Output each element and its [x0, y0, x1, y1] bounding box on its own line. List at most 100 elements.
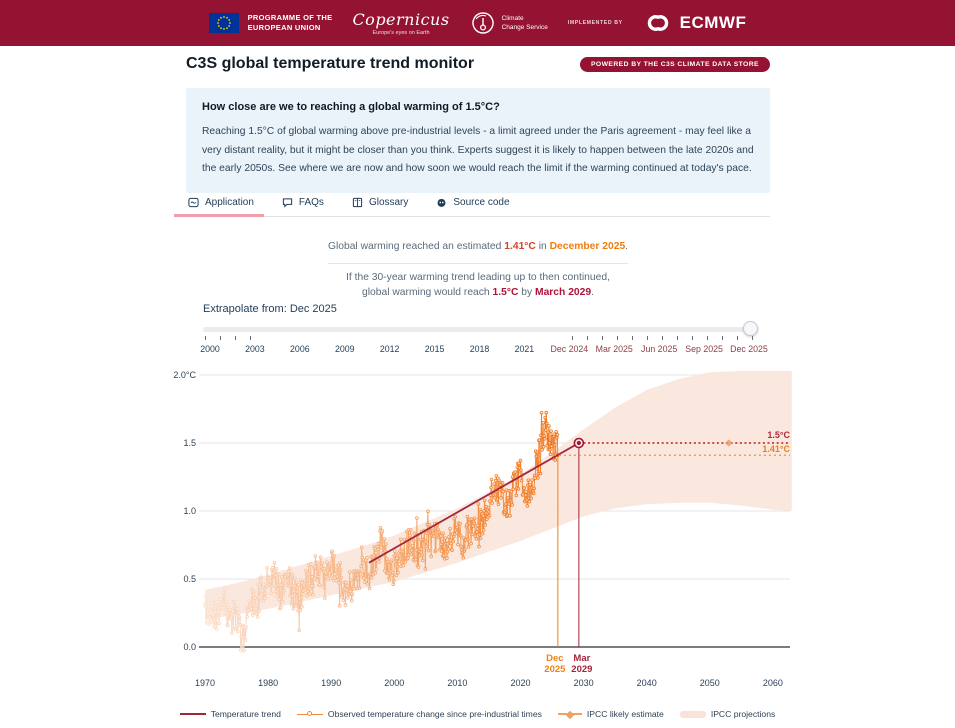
- slider-minor-tick: [752, 336, 753, 340]
- slider-minor-tick: [602, 336, 603, 340]
- slider-tick-labels: 2000 2003 2006 2009 2012 2015 2018 2021 Dec 2024…: [200, 344, 768, 356]
- legend-item: Observed temperature change since pre-in…: [296, 709, 542, 719]
- slider-label: Extrapolate from: Dec 2025: [203, 303, 337, 315]
- cds-badge[interactable]: POWERED BY THE C3S CLIMATE DATA STORE: [580, 56, 770, 72]
- slider-minor-tick: [617, 336, 618, 340]
- slider-tick-label[interactable]: 2018: [469, 344, 490, 354]
- book-icon: [352, 197, 363, 208]
- x-axis-label: 2020: [510, 678, 530, 688]
- top-banner: PROGRAMME OF THE EUROPEAN UNION Copernic…: [0, 0, 955, 46]
- vline-label: 2025: [544, 664, 566, 675]
- slider-handle[interactable]: [743, 321, 758, 336]
- chart-legend: Temperature trend Observed temperature ch…: [0, 709, 955, 719]
- threshold-date: March 2029: [535, 286, 592, 298]
- ccs-text: Climate Change Service: [501, 14, 548, 31]
- slider-tick-label[interactable]: Jun 2025: [641, 344, 678, 354]
- slider-tick-label[interactable]: 2003: [245, 344, 265, 354]
- legend-label: Temperature trend: [210, 709, 281, 719]
- legend-label: Observed temperature change since pre-in…: [327, 709, 542, 719]
- summary: Global warming reached an estimated 1.41…: [186, 240, 770, 301]
- slider-minor-tick: [692, 336, 693, 340]
- slider-minor-tick: [677, 336, 678, 340]
- slider-minor-tick: [250, 336, 251, 340]
- slider-minor-tick: [205, 336, 206, 340]
- eu-programme-text: PROGRAMME OF THE EUROPEAN UNION: [247, 12, 333, 32]
- slider-tick-label[interactable]: 2006: [290, 344, 310, 354]
- slider-tick-label[interactable]: 2000: [200, 344, 220, 354]
- github-icon: [437, 199, 446, 207]
- slider-track[interactable]: [203, 321, 758, 336]
- trend-line: [368, 442, 580, 564]
- slider-minor-tick: [662, 336, 663, 340]
- x-axis-label: 1970: [195, 678, 215, 688]
- slider-tick-label[interactable]: 2009: [334, 344, 355, 354]
- threshold-value: 1.5°C: [492, 286, 519, 298]
- slider-minor-tick: [647, 336, 648, 340]
- ecmwf-mark-icon: [647, 15, 668, 31]
- legend-item: IPCC projections: [679, 709, 776, 719]
- slider-minor-tick: [737, 336, 738, 340]
- x-axis-label: 2030: [574, 678, 594, 688]
- tab-source-code[interactable]: Source code: [436, 197, 510, 208]
- climate-change-service-logo: Climate Change Service: [470, 10, 548, 36]
- slider-minor-tick: [572, 336, 573, 340]
- summary-line-1: Global warming reached an estimated 1.41…: [327, 241, 629, 252]
- tab-application[interactable]: Application: [174, 197, 264, 217]
- x-axis-label: 2060: [763, 678, 783, 688]
- x-axis-label: 2010: [447, 678, 467, 688]
- summary-line-3: global warming would reach 1.5°C by Marc…: [362, 286, 594, 298]
- slider-minor-tick: [587, 336, 588, 340]
- chat-icon: [282, 198, 293, 208]
- x-axis-label: 2050: [700, 678, 720, 688]
- intro-heading: How close are we to reaching a global wa…: [202, 101, 500, 113]
- slider-tick-label[interactable]: 2012: [379, 344, 400, 354]
- estimate-label: 1.41°C: [762, 444, 790, 454]
- slider-tick-label[interactable]: Dec 2024: [550, 344, 589, 354]
- x-axis-label: 2000: [384, 678, 404, 688]
- slider-tick-label[interactable]: Mar 2025: [595, 344, 633, 354]
- slider-tick-label[interactable]: 2021: [514, 344, 535, 354]
- slider-tick-label[interactable]: Dec 2025: [730, 344, 768, 354]
- y-axis-label: 1.5: [183, 438, 196, 448]
- slider-ticks: [203, 336, 763, 342]
- tab-faqs[interactable]: FAQs: [282, 197, 324, 208]
- slider-tick-label[interactable]: 2015: [424, 344, 445, 354]
- chart-svg: 2.0°C 1.5 1.0 0.5 0.0 1.5°C 1.41°C 1970 1980 1990…: [173, 370, 792, 688]
- x-axis-label: 1990: [321, 678, 341, 688]
- slider-minor-tick: [722, 336, 723, 340]
- page-title: C3S global temperature trend monitor: [186, 55, 475, 72]
- legend-label: IPCC projections: [710, 709, 776, 719]
- slider-minor-tick: [632, 336, 633, 340]
- legend-swatch: [557, 710, 582, 719]
- legend-item: IPCC likely estimate: [557, 709, 664, 719]
- extrapolation-marker-core: [576, 440, 581, 446]
- legend-item: Temperature trend: [179, 709, 281, 719]
- summary-line-2: If the 30-year warming trend leading up …: [346, 271, 610, 283]
- y-axis-label: 2.0°C: [173, 370, 196, 380]
- legend-label: IPCC likely estimate: [586, 709, 664, 719]
- intro-body: Reaching 1.5°C of global warming above p…: [202, 126, 754, 175]
- summary-divider: [328, 262, 628, 264]
- vline-label: Dec: [546, 653, 563, 664]
- copernicus-logo: Copernicus Europe's eyes on Earth: [352, 10, 450, 36]
- tab-glossary[interactable]: Glossary: [352, 197, 408, 208]
- temperature-chart: 2.0°C 1.5 1.0 0.5 0.0 1.5°C 1.41°C 1970 1980 1990…: [0, 365, 955, 708]
- implemented-by-text: IMPLEMENTED BY: [567, 20, 623, 26]
- slider-minor-tick: [220, 336, 221, 340]
- estimate-value: 1.41°C: [504, 241, 536, 252]
- tab-bar: Application FAQs Glossary Source code: [174, 194, 770, 217]
- y-axis-label: 0.5: [183, 574, 196, 584]
- legend-swatch: [679, 710, 706, 718]
- slider-minor-tick: [235, 336, 236, 340]
- legend-swatch: [179, 713, 206, 715]
- x-axis-label: 1980: [258, 678, 278, 688]
- title-row: C3S global temperature trend monitor POW…: [186, 55, 770, 73]
- eu-programme-logo: PROGRAMME OF THE EUROPEAN UNION: [208, 12, 333, 33]
- estimate-date: December 2025: [549, 241, 626, 252]
- slider-minor-tick: [707, 336, 708, 340]
- legend-swatch: [296, 711, 323, 716]
- slider-tick-label[interactable]: Sep 2025: [685, 344, 723, 354]
- vline-label: Mar: [573, 653, 590, 664]
- application-icon: [188, 197, 199, 208]
